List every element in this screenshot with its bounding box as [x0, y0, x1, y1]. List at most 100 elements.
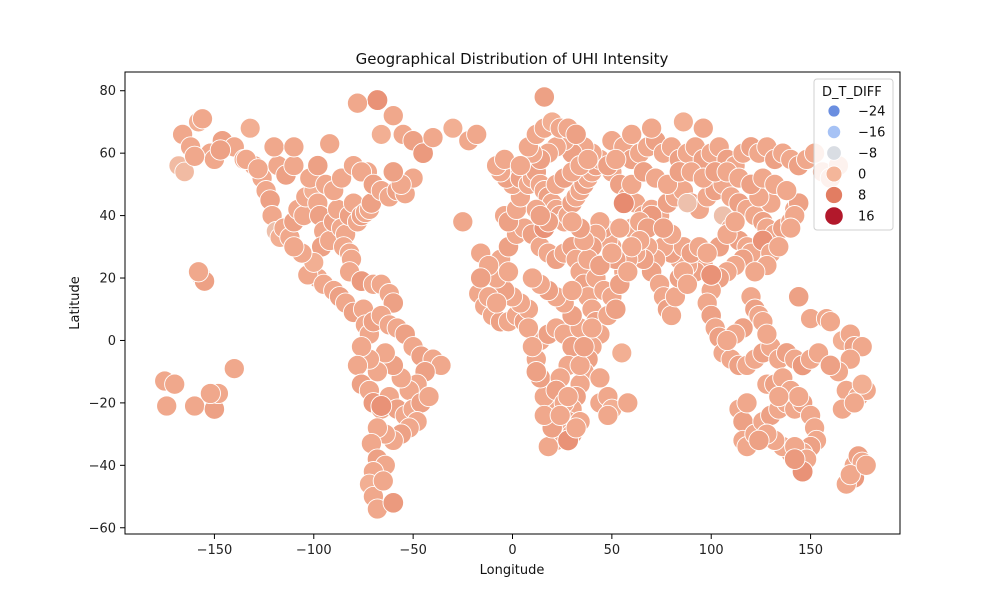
x-axis: −150 −100 −50 0 50 100 150: [197, 534, 823, 558]
data-point: [382, 105, 404, 127]
data-point: [223, 358, 245, 380]
data-point: [350, 336, 373, 358]
data-point: [557, 386, 579, 408]
data-point: [470, 267, 492, 289]
legend-marker: [824, 206, 844, 226]
data-point: [486, 292, 508, 314]
legend-label: −16: [858, 126, 885, 141]
data-point: [283, 136, 305, 158]
data-point: [283, 236, 305, 258]
data-point: [716, 329, 738, 352]
data-point: [382, 161, 404, 183]
data-point: [533, 86, 555, 108]
data-point: [247, 158, 269, 180]
data-point: [783, 448, 806, 470]
legend-marker: [827, 104, 841, 118]
data-point: [569, 354, 591, 376]
data-point: [187, 261, 210, 283]
legend-label: 8: [858, 189, 866, 204]
data-point: [366, 89, 389, 111]
data-point: [565, 417, 587, 439]
data-point: [768, 236, 790, 258]
data-point: [164, 373, 186, 395]
data-point: [382, 492, 405, 514]
x-tick-label: 0: [508, 543, 516, 558]
legend-marker: [826, 124, 842, 140]
x-tick-label: −100: [296, 543, 332, 558]
legend-marker: [825, 165, 843, 183]
y-tick-label: 0: [108, 334, 116, 349]
y-axis: −60 −40 −20 0 20 40 60 80: [89, 84, 125, 536]
data-point: [609, 217, 631, 239]
data-point: [370, 395, 393, 417]
data-point: [612, 192, 635, 215]
data-point: [621, 123, 643, 145]
legend: D_T_DIFF −24 −16 −8 0 8 16: [813, 78, 894, 231]
data-point: [843, 392, 865, 414]
data-point: [768, 386, 790, 408]
data-point: [617, 261, 639, 283]
legend-marker: [825, 186, 843, 204]
data-point: [372, 470, 394, 492]
data-point: [509, 155, 531, 177]
data-point: [605, 148, 627, 170]
data-point: [521, 336, 543, 358]
legend-label: 0: [858, 168, 866, 183]
data-point: [549, 404, 571, 426]
data-point: [529, 204, 551, 227]
legend-title: D_T_DIFF: [822, 85, 882, 100]
y-tick-label: 20: [99, 272, 116, 287]
data-point: [621, 236, 643, 258]
x-axis-label: Longitude: [480, 563, 545, 578]
data-point: [199, 382, 221, 405]
data-point: [756, 323, 778, 345]
scatter-points: [154, 86, 877, 520]
legend-frame: [813, 78, 894, 231]
data-point: [209, 139, 232, 161]
y-tick-label: 40: [99, 209, 116, 224]
data-point: [537, 436, 559, 458]
data-point: [611, 342, 633, 364]
data-point: [839, 464, 861, 486]
data-point: [422, 127, 444, 149]
data-point: [672, 111, 694, 133]
data-point: [748, 429, 770, 452]
data-point: [442, 117, 464, 139]
x-tick-label: −150: [197, 543, 233, 558]
data-point: [597, 404, 619, 426]
y-tick-label: 60: [99, 147, 116, 162]
data-point: [497, 261, 520, 283]
data-point: [370, 123, 392, 145]
data-point: [561, 211, 583, 233]
data-point: [346, 354, 369, 376]
data-point: [660, 304, 683, 327]
y-axis-label: Latitude: [68, 276, 83, 330]
y-tick-label: 80: [99, 84, 116, 99]
data-point: [855, 454, 877, 476]
data-point: [418, 386, 440, 408]
legend-label: −8: [858, 147, 877, 162]
data-point: [851, 373, 873, 395]
y-tick-label: −40: [89, 459, 116, 474]
data-point: [581, 317, 603, 339]
data-point: [307, 154, 329, 177]
data-point: [677, 192, 698, 214]
data-point: [577, 148, 599, 170]
data-point: [819, 354, 842, 377]
data-point: [652, 217, 675, 239]
data-point: [788, 286, 810, 308]
data-point: [191, 108, 214, 130]
data-point: [466, 123, 488, 145]
data-point: [573, 336, 595, 358]
data-point: [174, 161, 195, 183]
data-point: [565, 123, 587, 146]
data-point: [601, 242, 623, 264]
y-tick-label: −20: [89, 396, 116, 411]
data-point: [589, 367, 611, 389]
data-point: [776, 180, 798, 202]
data-point: [788, 386, 810, 408]
data-point: [525, 361, 547, 383]
data-point: [263, 136, 285, 158]
data-point: [319, 133, 341, 155]
